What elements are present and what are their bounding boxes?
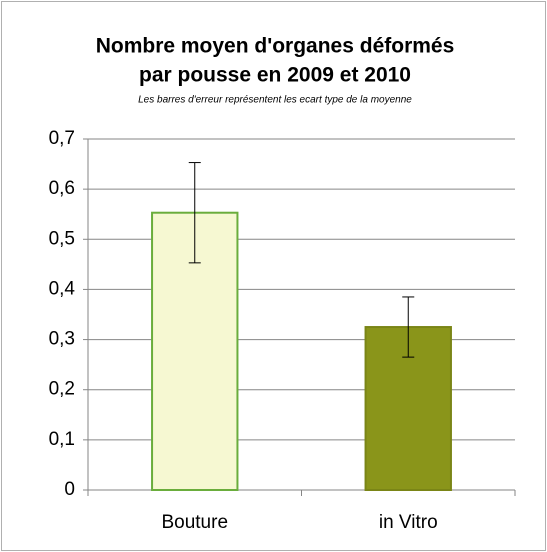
- y-tick-label: 0,7: [49, 128, 75, 149]
- x-tick-label: Bouture: [161, 512, 228, 533]
- chart-title: par pousse en 2009 et 2010: [139, 64, 411, 87]
- y-tick-label: 0,1: [49, 429, 75, 450]
- y-tick-label: 0,4: [49, 278, 76, 299]
- x-tick-label: in Vitro: [379, 512, 438, 533]
- y-tick-label: 0: [64, 479, 75, 500]
- chart-subtitle: Les barres d'erreur représentent les eca…: [138, 95, 412, 106]
- y-tick-label: 0,6: [49, 178, 75, 199]
- y-tick-label: 0,2: [49, 379, 75, 400]
- chart-title: Nombre moyen d'organes déformés: [96, 35, 455, 58]
- y-tick-label: 0,3: [49, 329, 75, 350]
- y-tick-label: 0,5: [49, 228, 75, 249]
